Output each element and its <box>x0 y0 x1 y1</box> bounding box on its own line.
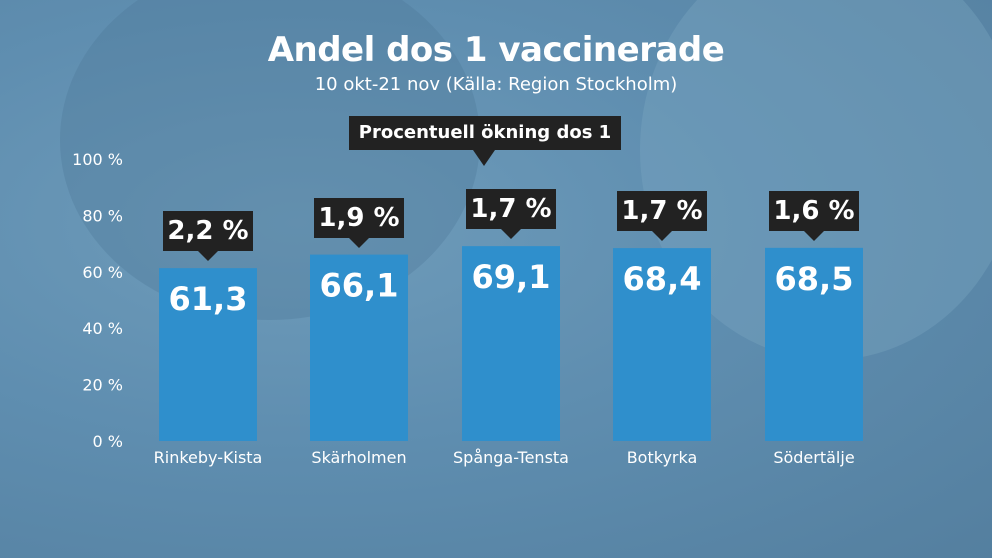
bar <box>613 248 711 441</box>
y-tick-label: 40 % <box>82 319 123 338</box>
increase-callout: 2,2 % <box>163 211 253 262</box>
x-category-label: Botkyrka <box>627 448 698 467</box>
bar-value-label: 69,1 <box>472 258 551 296</box>
y-tick-label: 80 % <box>82 206 123 225</box>
increase-callout: 1,6 % <box>769 190 859 241</box>
bar-value-label: 61,3 <box>169 280 248 318</box>
y-tick-label: 0 % <box>93 432 123 451</box>
x-category-label: Skärholmen <box>311 448 406 467</box>
increase-callout: 1,7 % <box>617 191 707 242</box>
increase-callout: 1,9 % <box>314 197 404 248</box>
annotation-title: Procentuell ökning dos 1 <box>349 116 621 166</box>
bar-value-label: 68,4 <box>623 260 702 298</box>
x-category-label: Spånga-Tensta <box>453 448 569 467</box>
chart-title: Andel dos 1 vaccinerade <box>267 30 725 70</box>
y-tick-label: 100 % <box>72 150 123 169</box>
chart-subtitle: 10 okt-21 nov (Källa: Region Stockholm) <box>314 74 678 95</box>
bar <box>310 254 408 441</box>
y-tick-label: 60 % <box>82 263 123 282</box>
bar <box>159 268 257 441</box>
bar <box>462 246 560 441</box>
bar-value-label: 66,1 <box>320 267 399 305</box>
y-tick-label: 20 % <box>82 376 123 395</box>
background-shape <box>60 0 480 320</box>
x-category-label: Södertälje <box>773 448 854 467</box>
bar-value-label: 68,5 <box>775 260 854 298</box>
increase-callout: 1,7 % <box>466 189 556 240</box>
bar <box>765 247 863 441</box>
x-category-label: Rinkeby-Kista <box>154 448 263 467</box>
